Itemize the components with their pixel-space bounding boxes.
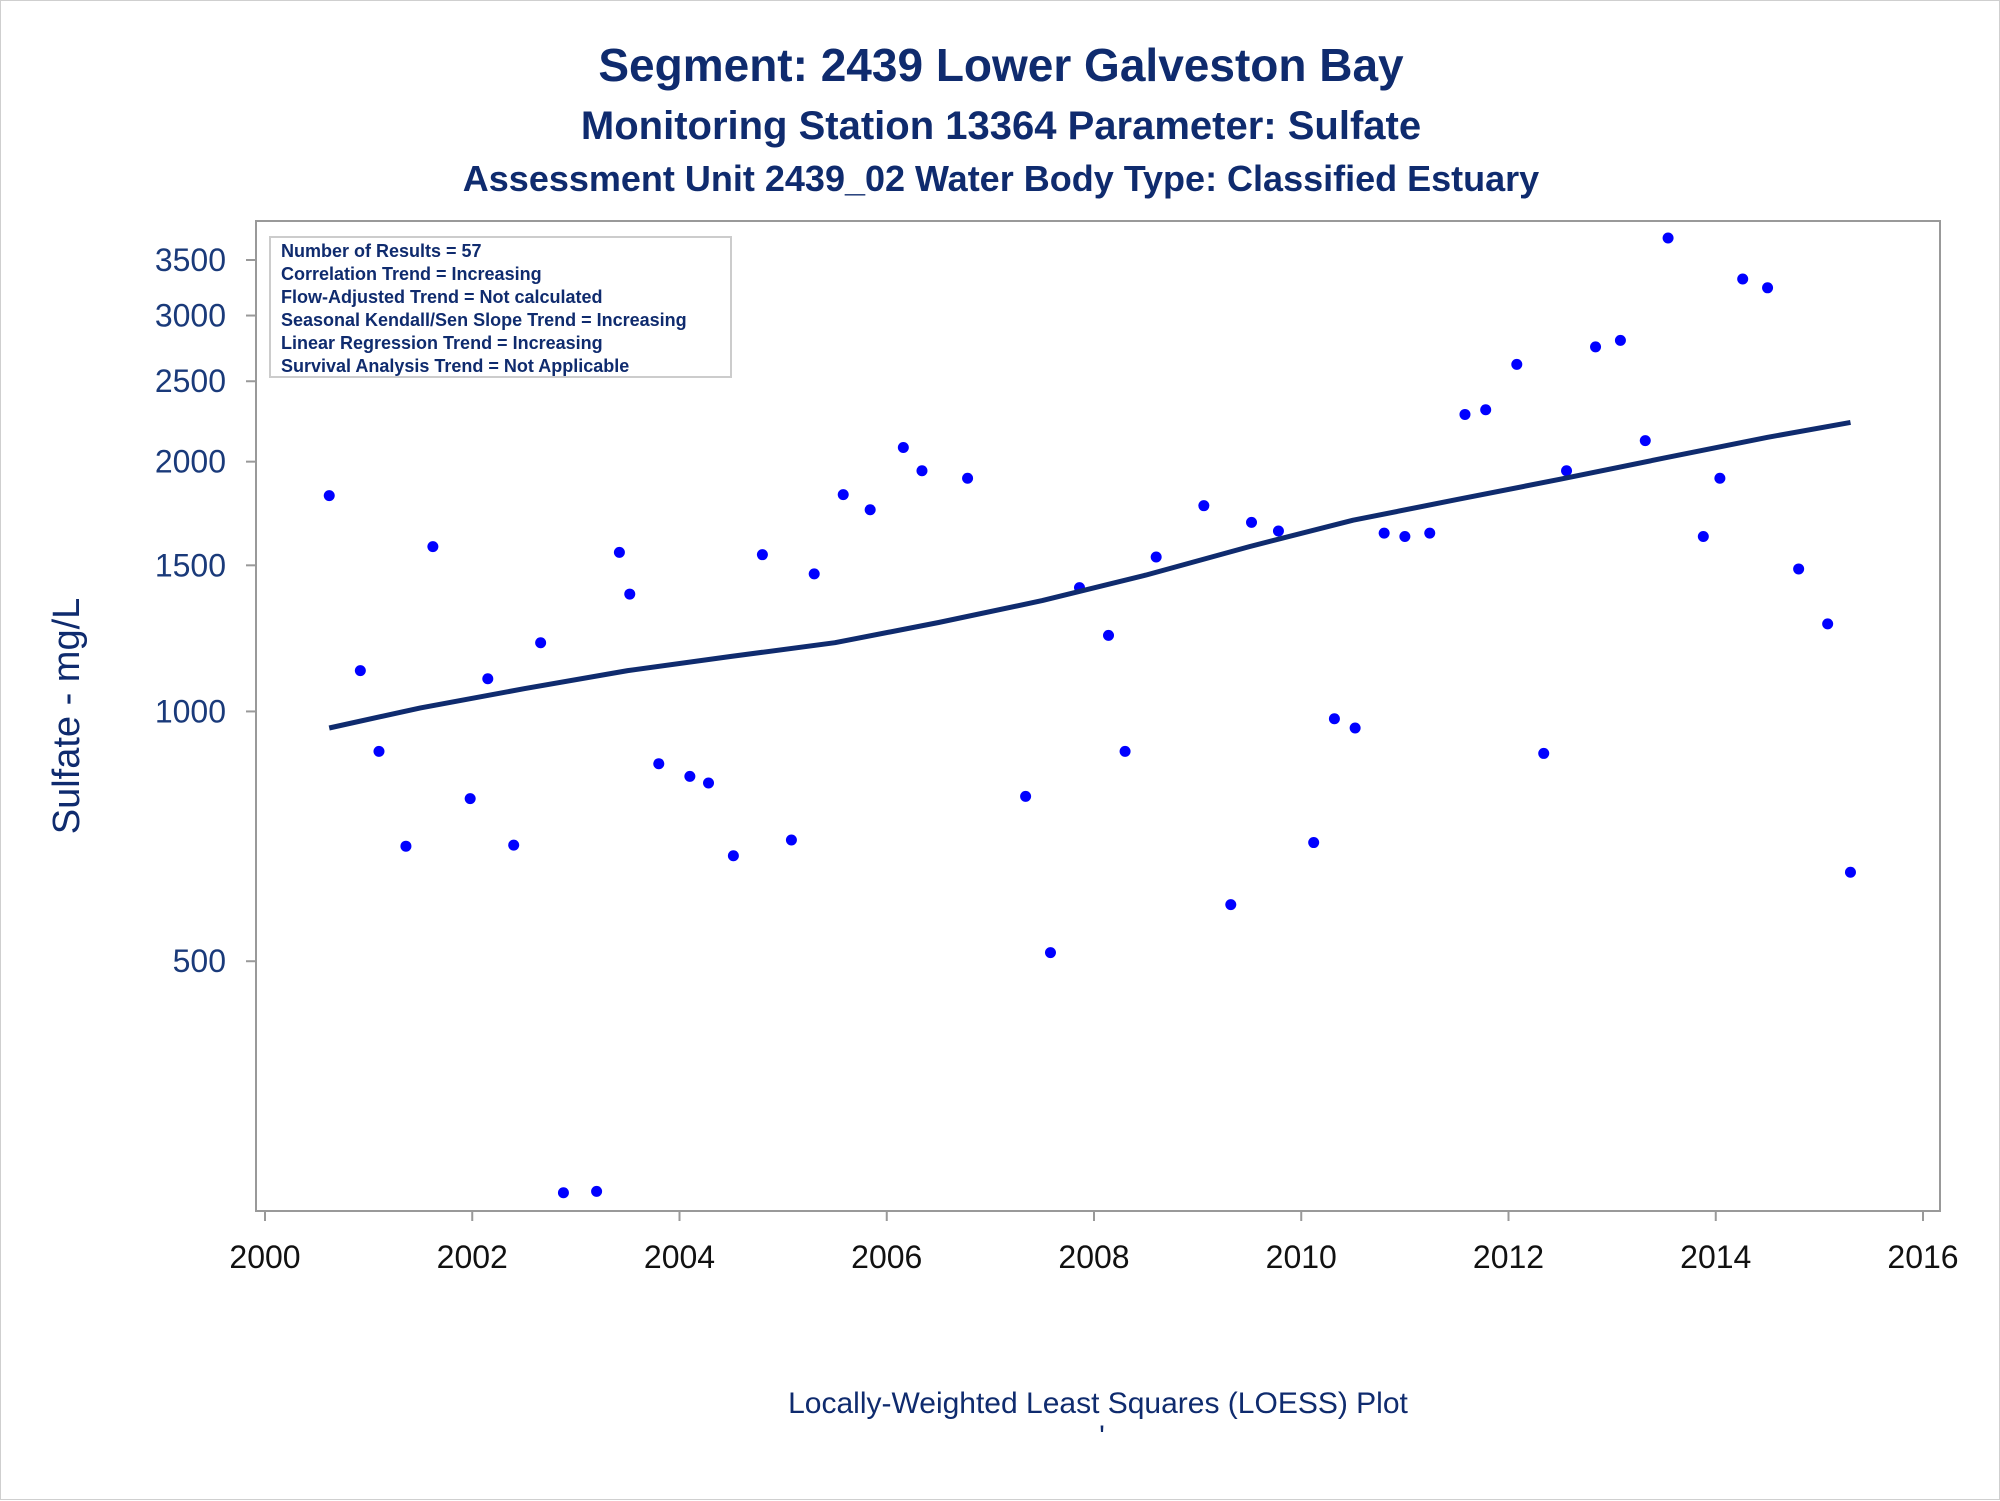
data-point: [1044, 947, 1056, 959]
data-point: [1308, 837, 1320, 849]
data-point: [756, 549, 768, 561]
y-tick-label: 3000: [155, 298, 226, 334]
x-tick-label: 2014: [1680, 1239, 1751, 1275]
x-axis: 2000 2002 2004 2006 2008 2010 2012 2014 2016: [229, 1211, 1959, 1275]
loess-trend-line: [328, 419, 1851, 731]
data-point: [1378, 527, 1390, 539]
data-point: [1590, 341, 1602, 353]
chart-footnote-mark: ': [1099, 1420, 1105, 1453]
x-tick-label: 2010: [1266, 1239, 1337, 1275]
data-point: [1246, 516, 1258, 528]
data-point: [864, 504, 876, 516]
data-point: [808, 568, 820, 580]
data-point: [1328, 713, 1340, 725]
data-point: [354, 665, 366, 677]
data-point: [916, 465, 928, 477]
data-point: [591, 1185, 603, 1197]
data-point: [1762, 282, 1774, 294]
stats-line: Linear Regression Trend = Increasing: [281, 333, 603, 353]
stats-line: Number of Results = 57: [281, 241, 482, 261]
x-tick-label: 2002: [437, 1239, 508, 1275]
y-tick-label: 500: [173, 943, 226, 979]
data-point: [785, 834, 797, 846]
stats-lines: Number of Results = 57 Correlation Trend …: [281, 241, 687, 376]
data-point: [962, 472, 974, 484]
y-tick-label: 1500: [155, 547, 226, 583]
y-axis-label: Sulfate - mg/L: [46, 598, 88, 835]
data-point: [400, 840, 412, 852]
data-point: [1697, 530, 1709, 542]
data-point: [1793, 563, 1805, 575]
data-point: [684, 770, 696, 782]
data-point: [1225, 899, 1237, 911]
data-point: [1480, 404, 1492, 416]
data-point: [1198, 500, 1210, 512]
data-point: [427, 541, 439, 553]
data-point: [1737, 273, 1749, 285]
stats-line: Seasonal Kendall/Sen Slope Trend = Incre…: [281, 310, 687, 330]
data-point: [1150, 551, 1162, 563]
stats-line: Survival Analysis Trend = Not Applicable: [281, 356, 629, 376]
data-point: [323, 490, 335, 502]
data-point: [1639, 435, 1651, 447]
y-axis: 500 1000 1500 2000 2500 3000 3500: [155, 242, 256, 979]
data-point: [508, 839, 520, 851]
data-point: [613, 546, 625, 558]
data-point: [1511, 358, 1523, 370]
data-point: [1424, 527, 1436, 539]
x-tick-label: 2008: [1058, 1239, 1129, 1275]
stats-box: Number of Results = 57 Correlation Trend …: [269, 236, 732, 378]
data-point: [1272, 525, 1284, 537]
stats-line: Correlation Trend = Increasing: [281, 264, 542, 284]
data-point: [1103, 629, 1115, 641]
chart-subtitle: Monitoring Station 13364 Parameter: Sulf…: [581, 104, 1421, 148]
data-point: [1714, 472, 1726, 484]
data-point: [703, 777, 715, 789]
y-tick-label: 1000: [155, 693, 226, 729]
x-tick-label: 2004: [644, 1239, 715, 1275]
x-tick-label: 2000: [229, 1239, 300, 1275]
data-point: [1561, 465, 1573, 477]
stats-box-frame: [269, 236, 732, 378]
data-point: [1822, 618, 1834, 630]
data-point: [653, 758, 665, 770]
plot-frame: [255, 220, 1941, 1212]
data-point: [482, 673, 494, 685]
chart-footnote: Locally-Weighted Least Squares (LOESS) P…: [788, 1387, 1408, 1420]
data-point: [1349, 722, 1361, 734]
data-point: [727, 850, 739, 862]
data-point: [1662, 232, 1674, 244]
data-point: [557, 1187, 569, 1199]
data-point: [1020, 790, 1032, 802]
data-point: [1459, 408, 1471, 420]
data-point: [464, 793, 476, 805]
data-point: [1538, 747, 1550, 759]
data-point: [1119, 745, 1131, 757]
y-tick-label: 2000: [155, 444, 226, 480]
data-points: [323, 232, 1856, 1199]
data-point: [624, 588, 636, 600]
x-tick-label: 2016: [1887, 1239, 1958, 1275]
data-point: [373, 745, 385, 757]
data-point: [1844, 866, 1856, 878]
data-point: [837, 489, 849, 501]
y-tick-label: 3500: [155, 242, 226, 278]
chart-title: Segment: 2439 Lower Galveston Bay: [598, 39, 1404, 91]
data-point: [535, 637, 547, 649]
data-point: [897, 442, 909, 454]
x-tick-label: 2012: [1473, 1239, 1544, 1275]
data-point: [1614, 334, 1626, 346]
chart-subtitle-2: Assessment Unit 2439_02 Water Body Type:…: [463, 158, 1539, 199]
y-tick-label: 2500: [155, 363, 226, 399]
data-point: [1399, 530, 1411, 542]
x-tick-label: 2006: [851, 1239, 922, 1275]
stats-line: Flow-Adjusted Trend = Not calculated: [281, 287, 603, 307]
